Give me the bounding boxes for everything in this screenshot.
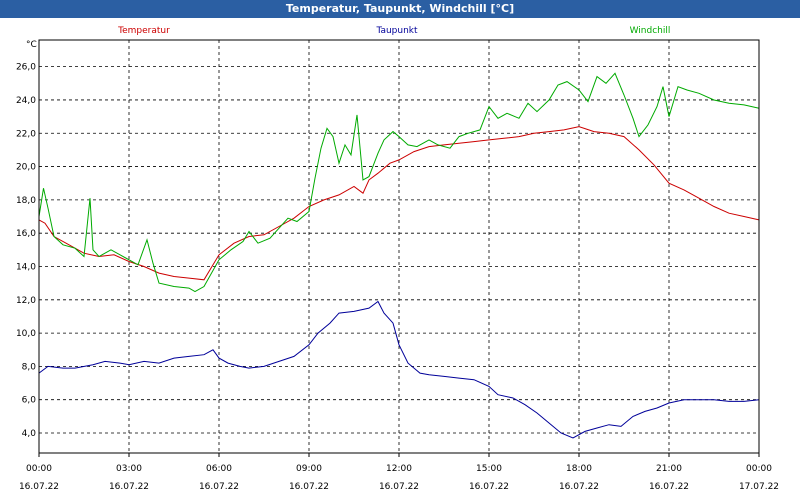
x-tick-time: 21:00 (656, 464, 682, 474)
y-tick-label: 10,0 (16, 329, 36, 339)
x-tick-date: 16.07.22 (289, 482, 329, 492)
legend-entry-temperatur: Temperatur (117, 26, 170, 36)
legend-entry-taupunkt: Taupunkt (375, 26, 418, 36)
y-tick-label: 6,0 (22, 396, 37, 406)
x-tick-date: 17.07.22 (739, 482, 779, 492)
x-tick-date: 16.07.22 (109, 482, 149, 492)
series-line-taupunkt (38, 300, 760, 439)
y-tick-label: 18,0 (16, 196, 36, 206)
y-tick-label: 20,0 (16, 163, 36, 173)
y-tick-label: 16,0 (16, 229, 36, 239)
line-chart: 4,0 6,0 8,0 10,0 12,0 14,0 16,0 18,0 20,0 22,0 24,… (0, 18, 800, 500)
x-tick-date: 16.07.22 (469, 482, 509, 492)
chart-title: Temperatur, Taupunkt, Windchill [°C] (285, 2, 515, 15)
y-tick-label: 22,0 (16, 129, 36, 139)
x-tick-date: 16.07.22 (199, 482, 239, 492)
y-tick-label: 4,0 (22, 429, 37, 439)
x-tick-time: 00:00 (746, 464, 772, 474)
chart-title-bar: Temperatur, Taupunkt, Windchill [°C] (0, 0, 800, 18)
x-tick-time: 03:00 (116, 464, 142, 474)
legend: Temperatur Taupunkt Windchill (117, 26, 670, 36)
x-tick-time: 18:00 (566, 464, 592, 474)
y-axis-unit: °C (26, 40, 37, 50)
data-series (38, 72, 760, 439)
legend-entry-windchill: Windchill (630, 26, 671, 36)
series-line-windchill (38, 72, 760, 293)
x-tick-date: 16.07.22 (379, 482, 419, 492)
x-tick-time: 06:00 (206, 464, 232, 474)
x-tick-time: 12:00 (386, 464, 412, 474)
x-tick-time: 15:00 (476, 464, 502, 474)
y-tick-label: 12,0 (16, 296, 36, 306)
x-tick-time: 00:00 (26, 464, 52, 474)
series-line-temperatur (38, 126, 760, 281)
y-axis: 4,0 6,0 8,0 10,0 12,0 14,0 16,0 18,0 20,0 22,0 24,… (16, 63, 36, 439)
y-tick-label: 8,0 (22, 362, 37, 372)
x-tick-date: 16.07.22 (19, 482, 59, 492)
y-tick-label: 14,0 (16, 262, 36, 272)
x-tick-date: 16.07.22 (649, 482, 689, 492)
chart-background (0, 18, 800, 500)
x-axis: 00:00 16.07.22 03:00 16.07.22 06:00 16.07.22 0… (19, 453, 779, 492)
x-tick-date: 16.07.22 (559, 482, 599, 492)
gridlines (39, 40, 759, 453)
y-tick-label: 24,0 (16, 96, 36, 106)
y-tick-label: 26,0 (16, 63, 36, 73)
x-tick-time: 09:00 (296, 464, 322, 474)
